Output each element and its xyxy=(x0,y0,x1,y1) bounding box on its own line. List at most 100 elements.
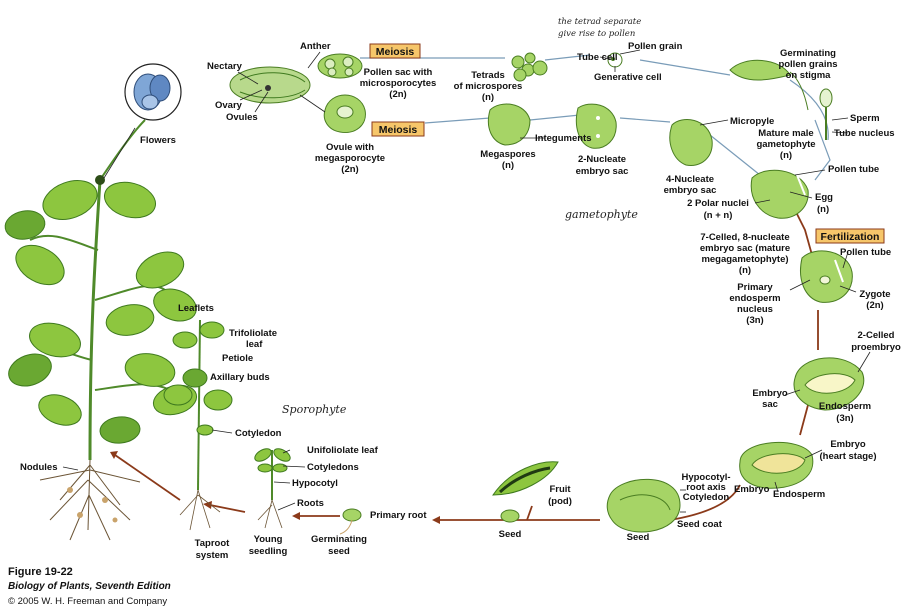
heart-stage-seed xyxy=(739,441,823,493)
label-proembryo-1: 2-Celled xyxy=(858,330,895,341)
label-embryo-sac-2: sac xyxy=(762,399,778,410)
label-taproot-2: system xyxy=(196,550,229,561)
label-germinating-3: on stigma xyxy=(786,70,832,81)
cycle-arrow-to-seed xyxy=(669,484,741,521)
label-mature-male-2: gametophyte xyxy=(756,139,815,150)
label-primary-root: Primary root xyxy=(370,510,427,521)
label-generative-cell: Generative cell xyxy=(594,72,662,83)
fertilization-label: Fertilization xyxy=(821,231,880,243)
label-megaspores-2: (n) xyxy=(502,160,514,171)
label-seed-small: Seed xyxy=(499,529,522,540)
label-cotyledon: Cotyledon xyxy=(683,492,730,503)
label-trifoliolate-2: leaf xyxy=(246,339,263,350)
embryo-sac-egg xyxy=(750,169,826,219)
label-pollen-tube-1: Pollen tube xyxy=(828,164,879,175)
meiosis-top-label: Meiosis xyxy=(376,46,415,58)
label-seven-celled-4: (n) xyxy=(739,265,751,276)
label-pollen-sac-3: (2n) xyxy=(389,89,406,100)
label-primary-endo-4: (3n) xyxy=(746,315,763,326)
flower-closeup xyxy=(103,63,182,179)
cycle-arrow-to-heart xyxy=(799,404,809,436)
label-primary-endo-2: endosperm xyxy=(729,293,780,304)
label-micropyle: Micropyle xyxy=(730,116,774,127)
fertilization-box xyxy=(815,228,885,244)
label-pollen-grain: Pollen grain xyxy=(628,41,683,52)
label-ovary: Ovary xyxy=(215,100,243,111)
label-integuments: Integuments xyxy=(535,133,591,144)
megaspores-cell xyxy=(487,103,545,146)
tetrads-cells xyxy=(511,52,548,82)
small-seed xyxy=(500,509,520,523)
label-seed-big: Seed xyxy=(627,532,650,543)
label-fruit-2: (pod) xyxy=(548,496,572,507)
label-zygote-2: (2n) xyxy=(866,300,883,311)
label-tetrads-2: of microspores xyxy=(454,81,523,92)
label-tube-nucleus: Tube nucleus xyxy=(834,128,895,139)
cycle-arrow-to-taproot xyxy=(209,504,246,513)
label-egg-2: (n) xyxy=(817,204,829,215)
meiosis-top-box xyxy=(369,43,421,59)
label-pollen-sac-1: Pollen sac with xyxy=(364,67,433,78)
label-polar-2: (n + n) xyxy=(704,210,733,221)
label-seven-celled-2: embryo sac (mature xyxy=(700,243,790,254)
label-leaflets: Leaflets xyxy=(178,303,214,314)
label-two-nucleate-1: 2-Nucleate xyxy=(578,154,626,165)
male-gametophyte xyxy=(819,88,849,140)
ovule-cell xyxy=(299,94,366,134)
label-zygote-1: Zygote xyxy=(859,289,890,300)
label-germ-seed-2: seed xyxy=(328,546,350,557)
label-embryo: Embryo xyxy=(734,484,770,495)
label-taproot-1: Taproot xyxy=(195,538,230,549)
label-four-nucleate-2: embryo sac xyxy=(664,185,717,196)
label-hypocotyl: Hypocotyl xyxy=(292,478,338,489)
label-axillary: Axillary buds xyxy=(210,372,270,383)
label-megaspores-1: Megaspores xyxy=(480,149,535,160)
label-petiole: Petiole xyxy=(222,353,253,364)
meiosis-bottom-box xyxy=(371,121,425,137)
label-tube-cell: Tube cell xyxy=(577,52,617,63)
label-cotyledon-plant: Cotyledon xyxy=(235,428,282,439)
label-nodules: Nodules xyxy=(20,462,57,473)
label-ovule-3: (2n) xyxy=(341,164,358,175)
label-roots: Roots xyxy=(297,498,324,509)
label-ovule-2: megasporocyte xyxy=(315,153,385,164)
label-ovules: Ovules xyxy=(226,112,258,123)
label-hypocotyl-axis-2: root axis xyxy=(686,482,726,493)
label-pollen-tube-2: Pollen tube xyxy=(840,247,891,258)
cycle-arrows xyxy=(110,209,819,524)
label-pollen-sac-2: microsporocytes xyxy=(360,78,437,89)
hand-gametophyte: gametophyte xyxy=(565,208,638,221)
fertilization-cell xyxy=(789,250,857,303)
handwritten-notes: the tetrad separate give rise to pollen … xyxy=(282,17,641,416)
label-germinating-1: Germinating xyxy=(780,48,836,59)
label-embryo-sac-1: Embryo xyxy=(752,388,788,399)
label-egg-1: Egg xyxy=(815,192,833,203)
hand-tetrad-note-2: give rise to pollen xyxy=(558,29,635,39)
label-four-nucleate-1: 4-Nucleate xyxy=(666,174,714,185)
cycle-arrow-fertilization xyxy=(794,209,813,256)
anther-cross-section xyxy=(317,53,363,79)
label-unifoliolate: Unifoliolate leaf xyxy=(307,445,379,456)
label-young-1: Young xyxy=(254,534,283,545)
label-mature-male-1: Mature male xyxy=(758,128,813,139)
young-seedling xyxy=(254,448,291,529)
label-germinating-2: pollen grains xyxy=(778,59,837,70)
label-flowers: Flowers xyxy=(140,135,176,146)
fruit-pod xyxy=(492,461,559,496)
label-two-nucleate-2: embryo sac xyxy=(576,166,629,177)
label-primary-endo-1: Primary xyxy=(737,282,773,293)
label-tetrads-3: (n) xyxy=(482,92,494,103)
label-endosperm: Endosperm xyxy=(773,489,825,500)
figure-title: Figure 19-22 xyxy=(8,566,73,578)
seed-cross-section xyxy=(606,478,686,533)
meiosis-bottom-label: Meiosis xyxy=(379,124,418,136)
hand-tetrad-note-1: the tetrad separate xyxy=(558,17,641,27)
label-seed-coat: Seed coat xyxy=(677,519,723,530)
label-tetrads-1: Tetrads xyxy=(471,70,505,81)
label-proembryo-2: proembryo xyxy=(851,342,901,353)
label-trifoliolate-1: Trifoliolate xyxy=(229,328,277,339)
trifoliolate-plant xyxy=(163,319,233,531)
label-anther: Anther xyxy=(300,41,331,52)
label-mature-male-3: (n) xyxy=(780,150,792,161)
